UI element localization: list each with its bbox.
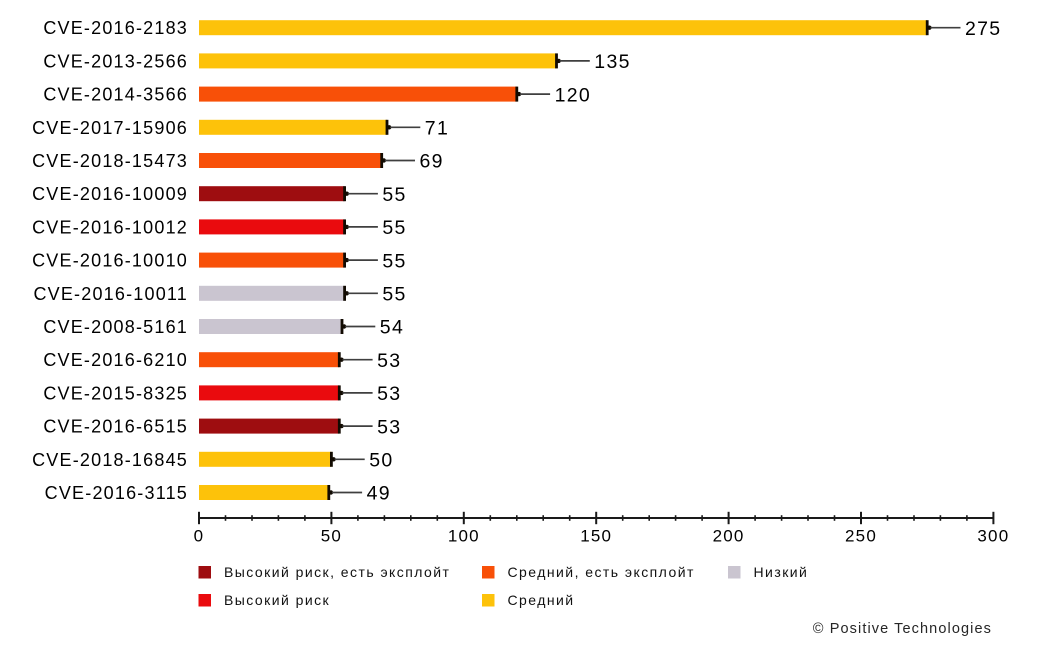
svg-text:© Positive Technologies: © Positive Technologies: [813, 621, 992, 637]
svg-text:55: 55: [382, 184, 406, 206]
svg-text:49: 49: [367, 483, 391, 505]
svg-text:135: 135: [594, 51, 630, 73]
svg-text:CVE-2018-16845: CVE-2018-16845: [32, 450, 188, 470]
svg-text:55: 55: [382, 217, 406, 239]
svg-text:CVE-2016-6210: CVE-2016-6210: [43, 350, 188, 370]
svg-text:250: 250: [845, 527, 877, 546]
svg-text:53: 53: [377, 383, 401, 405]
svg-text:CVE-2017-15906: CVE-2017-15906: [32, 118, 188, 138]
svg-text:100: 100: [448, 527, 480, 546]
svg-text:CVE-2016-10011: CVE-2016-10011: [33, 284, 188, 304]
svg-text:150: 150: [580, 527, 612, 546]
svg-text:Средний: Средний: [508, 592, 575, 608]
svg-text:Высокий риск, есть эксплойт: Высокий риск, есть эксплойт: [224, 564, 450, 580]
svg-text:CVE-2016-10010: CVE-2016-10010: [32, 251, 188, 271]
svg-text:53: 53: [377, 350, 401, 372]
svg-text:CVE-2016-10009: CVE-2016-10009: [32, 184, 188, 204]
svg-text:CVE-2015-8325: CVE-2015-8325: [43, 383, 188, 403]
svg-text:54: 54: [380, 317, 404, 339]
svg-text:CVE-2013-2566: CVE-2013-2566: [43, 51, 188, 71]
svg-text:50: 50: [369, 450, 393, 472]
svg-text:300: 300: [977, 527, 1009, 546]
svg-text:275: 275: [965, 18, 1001, 40]
svg-text:Средний, есть эксплойт: Средний, есть эксплойт: [508, 564, 695, 580]
svg-text:CVE-2008-5161: CVE-2008-5161: [43, 317, 188, 337]
svg-text:69: 69: [420, 151, 444, 173]
svg-text:Высокий риск: Высокий риск: [224, 592, 330, 608]
svg-text:53: 53: [377, 416, 401, 438]
svg-text:120: 120: [555, 84, 591, 106]
svg-text:0: 0: [194, 527, 205, 546]
svg-text:200: 200: [713, 527, 745, 546]
svg-text:50: 50: [321, 527, 342, 546]
svg-text:CVE-2016-2183: CVE-2016-2183: [43, 18, 188, 38]
svg-text:CVE-2016-3115: CVE-2016-3115: [45, 483, 188, 503]
svg-text:CVE-2018-15473: CVE-2018-15473: [32, 151, 188, 171]
svg-text:55: 55: [382, 250, 406, 272]
svg-text:Низкий: Низкий: [754, 564, 809, 580]
svg-text:CVE-2016-6515: CVE-2016-6515: [43, 417, 188, 437]
svg-text:71: 71: [425, 118, 449, 140]
svg-text:55: 55: [382, 284, 406, 306]
svg-text:CVE-2014-3566: CVE-2014-3566: [43, 85, 188, 105]
svg-text:CVE-2016-10012: CVE-2016-10012: [32, 217, 188, 237]
